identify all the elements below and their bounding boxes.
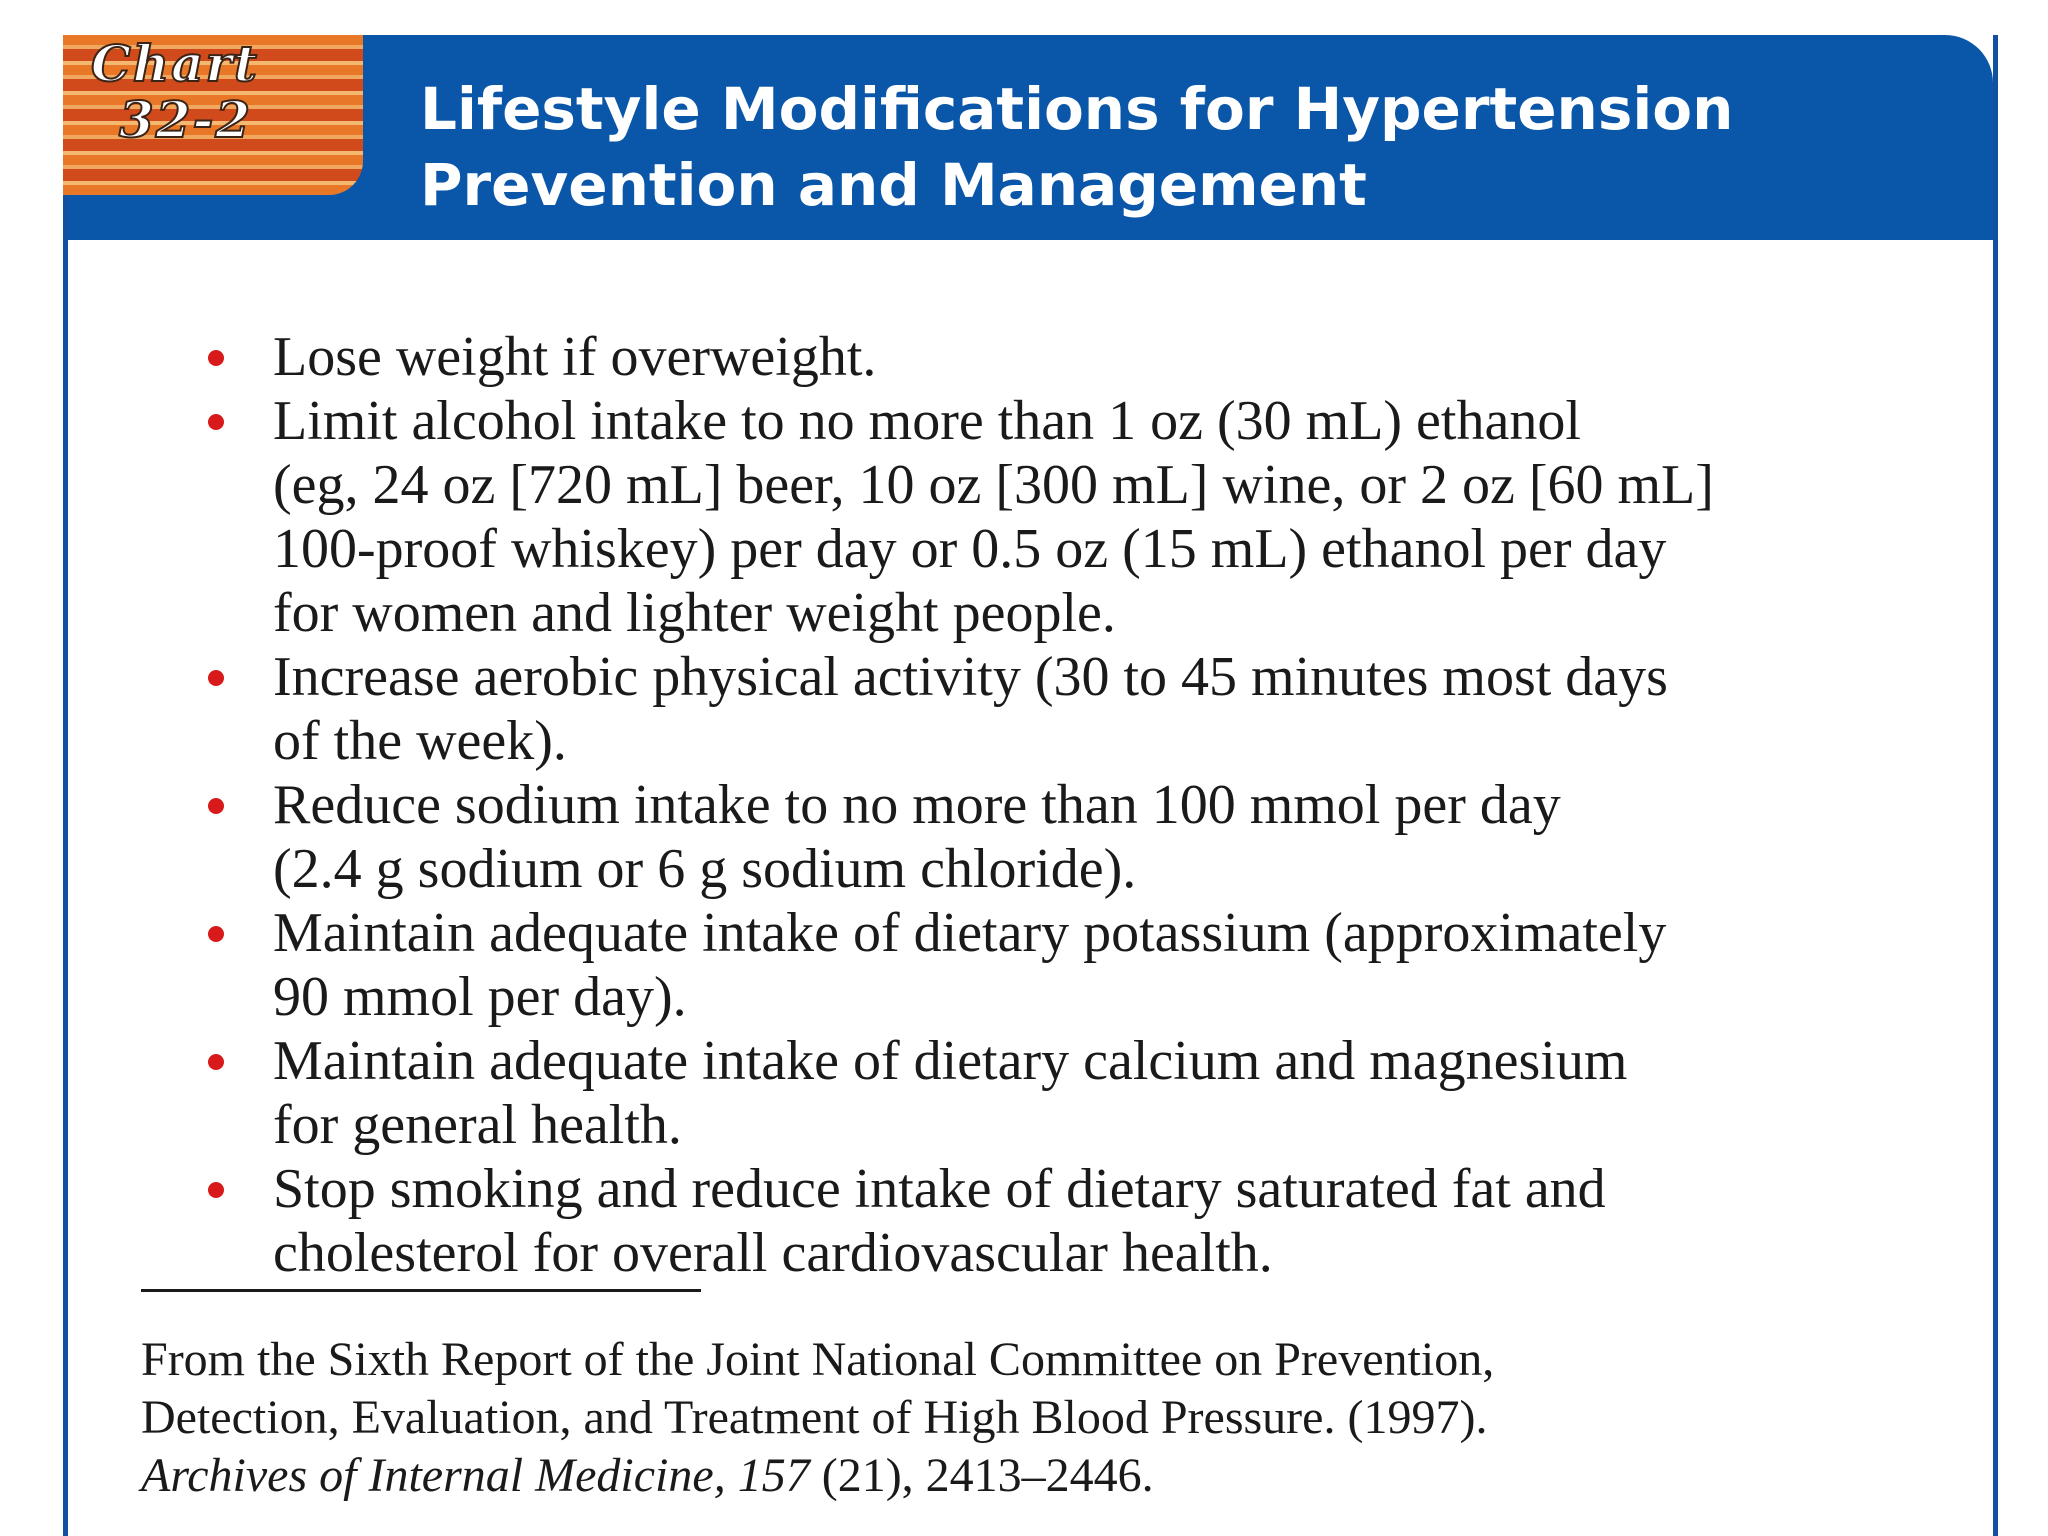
list-item-line: Stop smoking and reduce intake of dietar… (273, 1158, 1606, 1220)
list-item: Maintain adequate intake of dietary calc… (148, 1029, 1988, 1157)
citation-journal: Archives of Internal Medicine, 157 (141, 1449, 810, 1502)
chart-number-tag: Chart 32-2 (63, 35, 363, 195)
bullet-icon (208, 926, 224, 942)
list-item-line: Reduce sodium intake to no more than 100… (273, 774, 1561, 836)
list-item-line: cholesterol for overall cardiovascular h… (273, 1222, 1273, 1284)
list-item-line: Increase aerobic physical activity (30 t… (273, 646, 1668, 708)
bullet-icon (208, 414, 224, 430)
list-item: Reduce sodium intake to no more than 100… (148, 773, 1988, 901)
chart-tag-number: 32-2 (118, 90, 253, 149)
list-item-line: Maintain adequate intake of dietary calc… (273, 1030, 1628, 1092)
citation-pages: (21), 2413–2446. (809, 1449, 1154, 1502)
chart-header: Chart 32-2 Lifestyle Modifications for H… (63, 35, 1993, 240)
list-item-line: Lose weight if overweight. (273, 326, 877, 388)
chart-title: Lifestyle Modifications for Hypertension… (420, 71, 1920, 223)
bullet-icon (208, 798, 224, 814)
chart-box: Chart 32-2 Lifestyle Modifications for H… (63, 35, 1998, 1536)
modification-list: Lose weight if overweight. Limit alcohol … (148, 325, 1988, 1285)
footnote-divider (141, 1289, 701, 1292)
bullet-icon (208, 1054, 224, 1070)
list-item-line: 90 mmol per day). (273, 966, 687, 1028)
bullet-icon (208, 1182, 224, 1198)
list-item-line: Limit alcohol intake to no more than 1 o… (273, 390, 1581, 452)
bullet-icon (208, 670, 224, 686)
chart-title-line-1: Lifestyle Modifications for Hypertension (420, 75, 1734, 143)
chart-title-line-2: Prevention and Management (420, 151, 1367, 219)
list-item-line: 100-proof whiskey) per day or 0.5 oz (15… (273, 518, 1667, 580)
source-citation: From the Sixth Report of the Joint Natio… (141, 1331, 1981, 1505)
list-item: Limit alcohol intake to no more than 1 o… (148, 389, 1988, 645)
list-item-line: of the week). (273, 710, 567, 772)
chart-tag-label: Chart (90, 35, 259, 93)
list-item-line: (2.4 g sodium or 6 g sodium chloride). (273, 838, 1137, 900)
citation-line-1: From the Sixth Report of the Joint Natio… (141, 1333, 1495, 1386)
list-item: Lose weight if overweight. (148, 325, 1988, 389)
list-item-line: for general health. (273, 1094, 682, 1156)
list-item-line: Maintain adequate intake of dietary pota… (273, 902, 1667, 964)
list-item-line: (eg, 24 oz [720 mL] beer, 10 oz [300 mL]… (273, 454, 1714, 516)
citation-line-2: Detection, Evaluation, and Treatment of … (141, 1391, 1488, 1444)
bullet-icon (208, 350, 224, 366)
list-item: Increase aerobic physical activity (30 t… (148, 645, 1988, 773)
list-item: Maintain adequate intake of dietary pota… (148, 901, 1988, 1029)
list-item: Stop smoking and reduce intake of dietar… (148, 1157, 1988, 1285)
list-item-line: for women and lighter weight people. (273, 582, 1116, 644)
